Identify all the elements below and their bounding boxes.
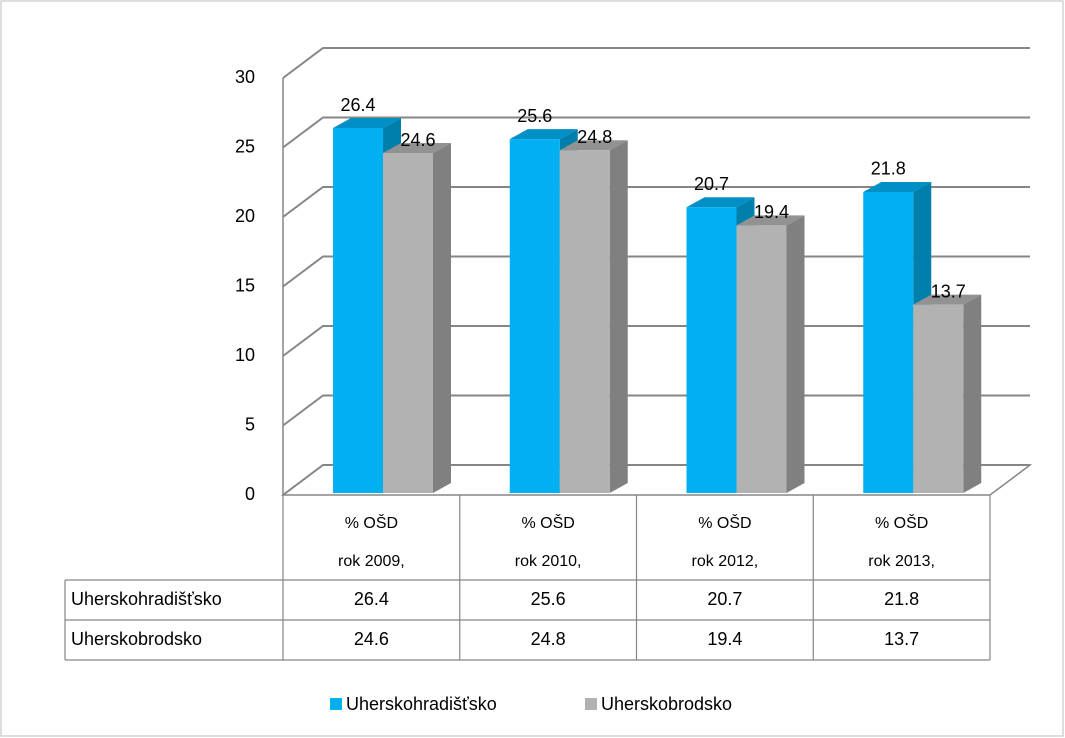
bar-face (333, 118, 401, 129)
data-label: 21.8 (871, 159, 906, 179)
bar-face (559, 140, 628, 151)
bar-face (863, 191, 914, 494)
data-label: 24.6 (400, 130, 435, 150)
y-tick-label: 25 (235, 136, 255, 156)
table-cell: 24.6 (354, 629, 389, 649)
y-tick-label: 30 (235, 67, 255, 87)
data-label: 13.7 (931, 281, 966, 301)
data-label: 19.4 (754, 202, 789, 222)
y-tick-label: 5 (245, 414, 255, 434)
category-label: % OŠD rok 2010, (514, 515, 582, 570)
bar-face (686, 207, 737, 493)
legend-label: Uherskohradišťsko (346, 694, 497, 714)
grid-line (282, 116, 1030, 149)
legend-swatch (330, 698, 342, 710)
category-label: % OŠD rok 2009, (338, 515, 405, 570)
table-cell: 19.4 (707, 629, 742, 649)
table-row-header: Uherskohradišťsko (71, 589, 222, 609)
bar-face (863, 181, 932, 192)
table-cell: 20.7 (707, 589, 742, 609)
bar-face (736, 215, 805, 226)
bar-face (736, 225, 787, 493)
y-tick-label: 0 (245, 484, 255, 504)
data-label: 26.4 (340, 95, 375, 115)
bar-face (333, 128, 383, 494)
data-label: 20.7 (694, 174, 729, 194)
bar-face (433, 143, 451, 493)
data-label: 24.8 (577, 127, 612, 147)
bar-face (786, 215, 805, 493)
bar-face (609, 140, 628, 493)
bar-face (383, 143, 451, 154)
bar-face (913, 304, 964, 493)
legend-label: Uherskobrodsko (601, 694, 732, 714)
bar-face (509, 129, 578, 140)
category-label: % OŠD rok 2012, (691, 515, 759, 570)
bar-face (383, 153, 433, 493)
bar-face (509, 139, 560, 493)
bar-face (559, 150, 610, 493)
table-row-header: Uherskobrodsko (71, 629, 202, 649)
y-tick-label: 10 (235, 345, 255, 365)
category-label: % OŠD rok 2013, (868, 515, 935, 570)
grid-line (282, 47, 1030, 79)
bar (736, 215, 805, 493)
table-cell: 26.4 (354, 589, 389, 609)
table-cell: 13.7 (884, 629, 919, 649)
bar (559, 140, 628, 493)
bar (913, 294, 982, 493)
bar-face (913, 294, 982, 305)
table-cell: 24.8 (531, 629, 566, 649)
data-label: 25.6 (517, 106, 552, 126)
bar-face (686, 197, 755, 208)
table-cell: 21.8 (884, 589, 919, 609)
y-tick-label: 20 (235, 206, 255, 226)
y-tick-label: 15 (235, 275, 255, 295)
bar (383, 143, 451, 493)
legend-swatch (585, 698, 597, 710)
table-cell: 25.6 (531, 589, 566, 609)
grid-line (282, 186, 1030, 218)
bar-face (963, 294, 982, 493)
